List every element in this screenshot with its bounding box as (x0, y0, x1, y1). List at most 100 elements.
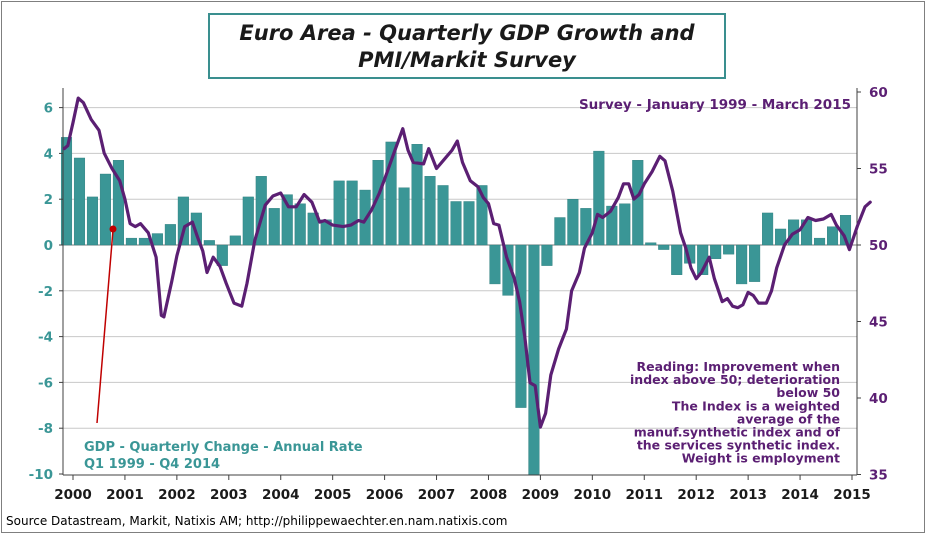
survey-label: Survey - January 1999 - March 2015 (579, 97, 851, 113)
gdp-bars (60, 137, 852, 476)
x-tick-label: 2000 (54, 487, 92, 503)
gdp-bar (99, 173, 111, 246)
right-tick-label: 55 (869, 162, 888, 178)
pointer-arrow-head (109, 225, 117, 233)
gdp-bar (567, 198, 579, 246)
gdp-bar (385, 141, 397, 246)
gdp-bar (658, 244, 670, 250)
x-tick-label: 2014 (781, 487, 819, 503)
x-tick-label: 2005 (314, 487, 352, 503)
gdp-bar (138, 237, 150, 246)
reading-note-line: below 50 (776, 385, 840, 400)
gdp-bar (619, 203, 631, 246)
gdp-bar (60, 137, 73, 246)
left-tick-label: -8 (38, 421, 53, 437)
x-tick-label: 2015 (833, 487, 871, 503)
x-tick-label: 2009 (522, 487, 560, 503)
gdp-label-line2: Q1 1999 - Q4 2014 (84, 457, 220, 472)
left-tick-label: 6 (44, 101, 53, 117)
gdp-label-line1: GDP - Quarterly Change - Annual Rate (84, 440, 363, 455)
gdp-bar (333, 180, 345, 246)
reading-note-line: manuf.synthetic index and of (634, 425, 841, 440)
gdp-bar (775, 228, 787, 246)
x-tick-label: 2007 (418, 487, 456, 503)
gdp-bar (268, 208, 280, 246)
gdp-bar (411, 144, 423, 246)
gdp-bar (710, 244, 722, 259)
reading-note-line: average of the (737, 411, 840, 426)
x-tick-label: 2002 (158, 487, 196, 503)
gdp-bar (281, 194, 293, 246)
chart-title-line2: PMI/Markit Survey (358, 48, 576, 72)
gdp-bar (671, 244, 683, 275)
gdp-bar (541, 244, 553, 266)
survey-line-path (62, 96, 872, 429)
reading-note-line: The Index is a weighted (672, 398, 840, 413)
gdp-bar (424, 176, 436, 246)
gdp-bar (632, 160, 644, 246)
right-tick-label: 35 (869, 468, 888, 484)
x-tick-label: 2001 (106, 487, 144, 503)
chart-title-line1: Euro Area - Quarterly GDP Growth and (239, 21, 695, 45)
x-tick-label: 2008 (470, 487, 508, 503)
left-tick-label: 2 (44, 192, 53, 208)
x-tick-label: 2011 (625, 487, 663, 503)
x-tick-label: 2004 (262, 487, 300, 503)
reading-note-line: Weight is employment (682, 451, 840, 466)
gdp-bar (437, 185, 449, 246)
gdp-bar (294, 203, 306, 246)
left-tick-label: -2 (38, 284, 53, 300)
gdp-bar (814, 237, 826, 246)
gdp-bar (450, 201, 462, 246)
chart-title-box: Euro Area - Quarterly GDP Growth and PMI… (208, 13, 726, 79)
gdp-bar (86, 196, 98, 246)
left-tick-label: -4 (38, 330, 53, 346)
axes (59, 88, 861, 480)
gdp-bar (736, 244, 748, 285)
annotations (96, 225, 117, 424)
x-tick-label: 2013 (729, 487, 767, 503)
gdp-bar (177, 196, 189, 246)
reading-note-line: the services synthetic index. (637, 438, 840, 453)
gdp-bar (203, 240, 215, 246)
reading-note-line: Reading: Improvement when (636, 359, 840, 374)
gdp-bar (762, 212, 774, 246)
survey-line (62, 96, 872, 429)
gdp-bar (346, 180, 358, 246)
left-tick-label: 0 (44, 238, 53, 254)
source-note: Source Datastream, Markit, Natixis AM; h… (6, 514, 508, 528)
right-tick-label: 40 (869, 391, 888, 407)
gdp-bar (476, 185, 488, 246)
gdp-bar (372, 160, 384, 246)
x-tick-label: 2006 (366, 487, 404, 503)
gdp-bar (164, 224, 176, 246)
left-tick-label: -6 (38, 375, 53, 391)
x-tick-label: 2003 (210, 487, 248, 503)
gdp-bar (723, 244, 735, 255)
gdp-bar (827, 226, 839, 246)
gdp-bar (242, 196, 254, 246)
x-tick-label: 2010 (574, 487, 612, 503)
tick-labels: 2000 2001 2002 2003 2004 2005 2006 2007 2008 2009… (29, 85, 888, 503)
gdp-bar (151, 233, 163, 246)
gdp-bar (398, 187, 410, 246)
gdp-bar (463, 201, 475, 246)
gdp-bar (229, 235, 241, 246)
left-tick-label: 4 (44, 146, 53, 162)
reading-note-line: index above 50; deterioration (630, 372, 840, 387)
gdp-bar (73, 157, 86, 246)
gdp-bar (489, 244, 501, 285)
right-tick-label: 50 (869, 238, 888, 254)
x-tick-label: 2012 (677, 487, 715, 503)
gdp-bar (307, 212, 319, 246)
right-tick-label: 60 (869, 85, 888, 101)
gdp-bar (502, 244, 514, 296)
gdp-bar (112, 160, 124, 246)
gdp-bar (554, 217, 566, 246)
gdp-bar (515, 244, 527, 408)
left-tick-label: -10 (29, 467, 53, 483)
gdp-bar (125, 237, 137, 246)
